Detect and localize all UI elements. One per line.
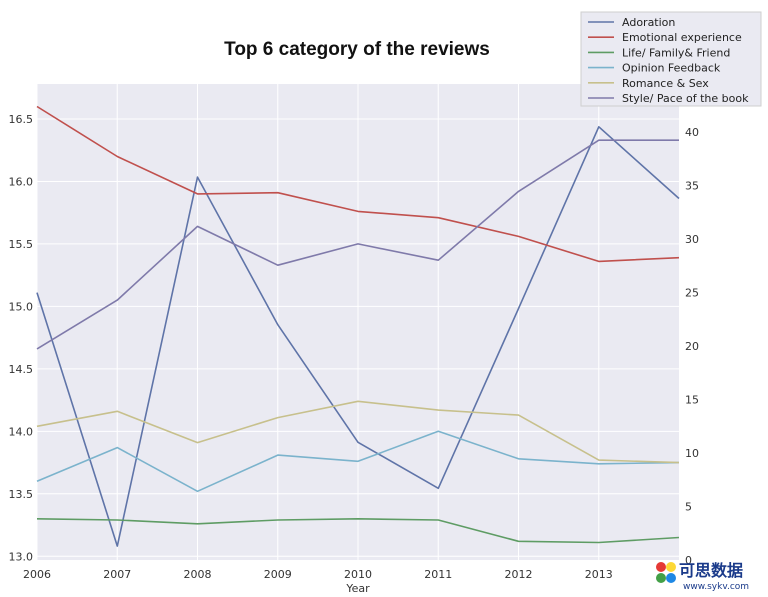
y-right-tick-label: 25 xyxy=(685,287,699,300)
y-right-tick-label: 20 xyxy=(685,340,699,353)
x-tick-label: 2010 xyxy=(344,568,372,581)
x-tick-label: 2012 xyxy=(505,568,533,581)
legend-label: Emotional experience xyxy=(622,31,742,44)
watermark-dot-green xyxy=(656,573,666,583)
series-line-1 xyxy=(36,105,680,263)
legend-label: Life/ Family& Friend xyxy=(622,46,730,59)
legend-box xyxy=(580,11,762,107)
x-tick-label: 2006 xyxy=(23,568,51,581)
y-left-tick-label: 14.5 xyxy=(9,363,34,376)
legend-label: Romance & Sex xyxy=(622,77,709,90)
legend-label: Style/ Pace of the book xyxy=(622,92,749,105)
watermark-dot-blue xyxy=(666,573,676,583)
x-tick-label: 2013 xyxy=(585,568,613,581)
y-left-tick-label: 13.5 xyxy=(9,488,34,501)
y-right-tick-label: 30 xyxy=(685,233,699,246)
y-right-tick-label: 15 xyxy=(685,394,699,407)
x-axis-label: Year xyxy=(345,582,370,595)
y-right-tick-label: 5 xyxy=(685,501,692,514)
y-right-tick-label: 35 xyxy=(685,180,699,193)
y-left-tick-label: 14.0 xyxy=(9,425,34,438)
watermark-logo: 可思数据 www.sykv.com xyxy=(656,561,749,592)
y-right-tick-label: 0 xyxy=(685,554,692,567)
x-tick-label: 2009 xyxy=(264,568,292,581)
y-left-tick-label: 15.0 xyxy=(9,300,34,313)
y-right-tick-label: 40 xyxy=(685,126,699,139)
watermark-text: 可思数据 xyxy=(679,561,743,580)
series-lines xyxy=(36,105,680,547)
axes: 2006 2007 2008 2009 2010 2011 2012 201313.013.5… xyxy=(9,113,700,581)
series-line-0 xyxy=(36,126,680,547)
y-right-tick-label: 10 xyxy=(685,447,699,460)
series-line-5 xyxy=(36,139,679,350)
watermark-url: www.sykv.com xyxy=(683,582,749,592)
series-line-3 xyxy=(36,430,680,493)
y-left-tick-label: 13.0 xyxy=(9,550,34,563)
legend: Adoration Emotional experience Life/ Famil… xyxy=(580,11,762,107)
x-tick-label: 2008 xyxy=(184,568,212,581)
x-tick-label: 2007 xyxy=(103,568,131,581)
watermark-dot-red xyxy=(656,562,666,572)
y-left-tick-label: 16.0 xyxy=(9,175,34,188)
x-tick-label: 2011 xyxy=(424,568,452,581)
y-left-tick-label: 15.5 xyxy=(9,238,34,251)
series-line-4 xyxy=(36,400,680,464)
legend-label: Opinion Feedback xyxy=(622,62,721,75)
chart-title: Top 6 category of the reviews xyxy=(224,39,490,60)
watermark-dot-yellow xyxy=(666,562,676,572)
series-line-2 xyxy=(36,517,680,544)
legend-label: Adoration xyxy=(622,16,675,29)
y-left-tick-label: 16.5 xyxy=(9,113,34,126)
